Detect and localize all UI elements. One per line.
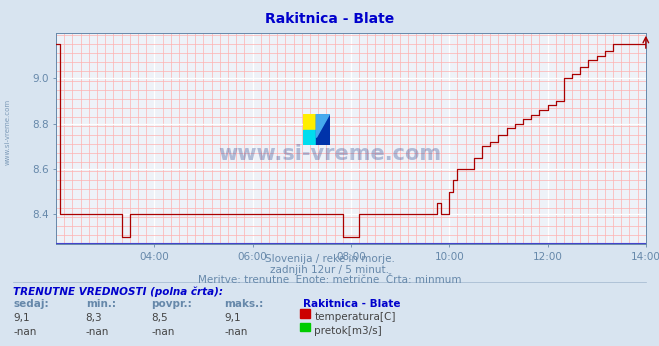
Text: Rakitnica - Blate: Rakitnica - Blate bbox=[265, 12, 394, 26]
Text: 8,3: 8,3 bbox=[86, 313, 102, 323]
Text: -nan: -nan bbox=[224, 327, 247, 337]
Bar bbox=[303, 114, 316, 130]
Bar bbox=[316, 114, 330, 145]
Text: Meritve: trenutne  Enote: metrične  Črta: minmum: Meritve: trenutne Enote: metrične Črta: … bbox=[198, 275, 461, 285]
Text: TRENUTNE VREDNOSTI (polna črta):: TRENUTNE VREDNOSTI (polna črta): bbox=[13, 286, 223, 297]
Text: Rakitnica - Blate: Rakitnica - Blate bbox=[303, 299, 401, 309]
Text: maks.:: maks.: bbox=[224, 299, 264, 309]
Polygon shape bbox=[316, 114, 330, 138]
Text: www.si-vreme.com: www.si-vreme.com bbox=[218, 144, 441, 164]
Text: pretok[m3/s]: pretok[m3/s] bbox=[314, 326, 382, 336]
Text: -nan: -nan bbox=[13, 327, 36, 337]
Text: temperatura[C]: temperatura[C] bbox=[314, 312, 396, 322]
Text: zadnjih 12ur / 5 minut.: zadnjih 12ur / 5 minut. bbox=[270, 265, 389, 275]
Text: www.si-vreme.com: www.si-vreme.com bbox=[5, 98, 11, 165]
Text: 8,5: 8,5 bbox=[152, 313, 168, 323]
Text: sedaj:: sedaj: bbox=[13, 299, 49, 309]
Text: povpr.:: povpr.: bbox=[152, 299, 192, 309]
Text: Slovenija / reke in morje.: Slovenija / reke in morje. bbox=[264, 254, 395, 264]
Bar bbox=[303, 130, 316, 145]
Text: -nan: -nan bbox=[152, 327, 175, 337]
Text: 9,1: 9,1 bbox=[13, 313, 30, 323]
Text: 9,1: 9,1 bbox=[224, 313, 241, 323]
Text: -nan: -nan bbox=[86, 327, 109, 337]
Text: min.:: min.: bbox=[86, 299, 116, 309]
